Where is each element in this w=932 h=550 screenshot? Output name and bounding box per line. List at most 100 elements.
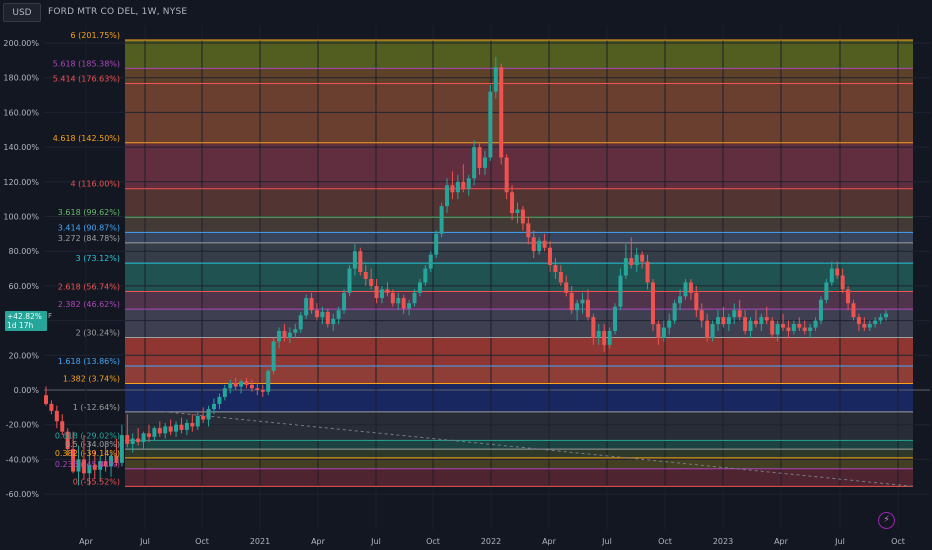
candle: [352, 244, 357, 276]
candle: [602, 324, 607, 352]
candle: [347, 265, 352, 297]
candle: [114, 438, 119, 467]
candle-body: [629, 258, 634, 266]
candle-body: [694, 292, 699, 311]
candle-body: [748, 320, 753, 332]
candle: [109, 452, 114, 477]
candle: [314, 303, 319, 321]
candle-body: [390, 292, 395, 304]
candle: [856, 313, 861, 332]
candle-body: [103, 461, 108, 467]
candle: [764, 306, 769, 325]
candle-body: [813, 320, 818, 328]
candle: [829, 261, 834, 286]
candle: [640, 251, 645, 269]
candle-body: [705, 320, 710, 338]
y-tick-label: 200.00%: [3, 39, 39, 48]
candle: [623, 244, 628, 279]
candle-body: [537, 240, 542, 252]
candle-body: [613, 306, 618, 332]
candle-body: [548, 247, 552, 266]
candle-body: [867, 324, 872, 328]
candle: [618, 268, 623, 311]
candle: [824, 278, 829, 304]
trendline[interactable]: [163, 411, 913, 487]
candle: [867, 320, 872, 332]
candle-body: [797, 324, 802, 328]
x-tick-label: 2022: [481, 537, 501, 546]
x-tick-label: Oct: [891, 537, 905, 546]
candle-body: [477, 147, 482, 168]
bolt-icon[interactable]: ⚡: [878, 512, 895, 529]
y-tick-label: 120.00%: [3, 178, 39, 187]
candle: [683, 278, 688, 300]
candle: [293, 324, 298, 338]
candle-body: [515, 209, 520, 214]
candle: [770, 317, 775, 338]
x-axis[interactable]: Apr Jul Oct 2021 Apr Jul Oct 2022 Apr Jul Oct 2023 A…: [79, 537, 905, 546]
candle-body: [510, 192, 515, 214]
candle: [87, 442, 92, 486]
x-tick-label: 2023: [713, 537, 733, 546]
candle: [168, 419, 173, 436]
x-tick-label: Oct: [195, 537, 209, 546]
candle-body: [482, 157, 487, 168]
x-tick-label: Jul: [370, 537, 381, 546]
candle-body: [423, 268, 428, 283]
candle: [564, 275, 569, 297]
x-tick-label: Apr: [79, 537, 94, 546]
candle-body: [818, 299, 823, 321]
fib-band: [125, 383, 913, 412]
candle-body: [786, 327, 791, 332]
fib-band: [125, 411, 913, 441]
candle-body: [407, 303, 412, 309]
candle: [130, 433, 135, 453]
candle: [786, 320, 791, 338]
candle-body: [840, 275, 845, 290]
candle-body: [661, 327, 666, 338]
fib-level-label: 0 (-55.52%): [73, 477, 120, 486]
candle-body: [401, 298, 406, 309]
candle: [716, 310, 720, 332]
candle-body: [119, 435, 124, 463]
candle: [271, 337, 276, 375]
candle-body: [109, 455, 114, 467]
candle: [249, 379, 254, 392]
candle: [174, 421, 179, 437]
candle: [569, 285, 574, 314]
candle-body: [775, 324, 780, 335]
candle: [748, 317, 753, 338]
fib-level-label: 2.382 (46.62%): [58, 300, 120, 309]
y-tick-label: 100.00%: [3, 213, 39, 222]
fib-level-label: 3.618 (99.62%): [58, 208, 120, 217]
y-tick-label: 60.00%: [8, 282, 39, 291]
candle: [726, 313, 731, 332]
candle: [472, 140, 477, 186]
candle-body: [374, 285, 379, 299]
fib-level-label: 0.382 (-39.14%): [55, 449, 120, 458]
fib-level-label: 2 (30.24%): [76, 329, 120, 338]
fib-level-label: 3.272 (84.78%): [58, 234, 120, 243]
candle-body: [472, 147, 477, 179]
candle-body: [347, 268, 352, 293]
candle-body: [412, 292, 417, 304]
fib-level-label: 1.618 (13.86%): [58, 357, 120, 366]
y-tick-label: 180.00%: [3, 74, 39, 83]
candle-body: [856, 317, 861, 325]
candle-body: [163, 426, 168, 434]
candle-body: [136, 438, 141, 443]
candle-body: [92, 464, 97, 470]
candle: [596, 324, 601, 345]
candle: [380, 285, 384, 304]
candle: [152, 426, 157, 441]
y-tick-label: 140.00%: [3, 143, 39, 152]
candle: [390, 289, 395, 307]
candle: [336, 306, 341, 325]
candle: [76, 445, 81, 486]
current-price-tag: +42.82% 1d 17h: [5, 311, 47, 331]
candle-body: [445, 185, 450, 207]
currency-button[interactable]: USD: [3, 3, 41, 22]
candle-body: [336, 310, 341, 319]
y-axis[interactable]: 200.00% 180.00% 160.00% 140.00% 120.00% 100.0…: [3, 39, 39, 499]
